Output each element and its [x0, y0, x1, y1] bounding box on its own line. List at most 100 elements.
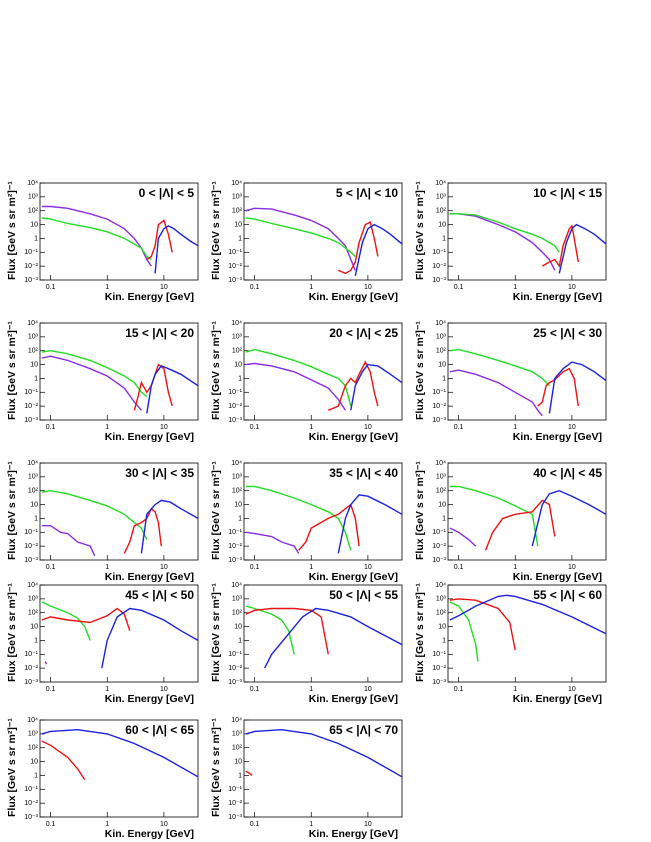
- panel-title: 55 < |Λ| < 60: [533, 588, 602, 602]
- series-line: [245, 217, 356, 258]
- x-tick-label: 10: [160, 424, 168, 431]
- x-tick-label: 10: [160, 564, 168, 571]
- y-tick-label: 1: [442, 375, 446, 382]
- series-line: [245, 485, 352, 551]
- y-tick-label: 10⁻¹: [24, 651, 38, 658]
- plot-frame: [243, 182, 403, 281]
- y-tick-label: 10⁻²: [228, 543, 242, 550]
- y-tick-label: 10⁻³: [24, 277, 38, 284]
- x-tick-label: 0.1: [250, 686, 260, 693]
- y-tick-label: 10²: [436, 610, 447, 617]
- y-tick-label: 10⁻²: [24, 800, 38, 807]
- x-tick-label: 0.1: [250, 424, 260, 431]
- y-tick-label: 10: [30, 361, 38, 368]
- series-line: [337, 494, 403, 554]
- series-line: [541, 224, 579, 268]
- plot-frame: [39, 322, 199, 421]
- series-line: [245, 607, 329, 655]
- y-tick-label: 1: [238, 375, 242, 382]
- y-tick-label: 10³: [28, 731, 39, 738]
- y-axis-label: Flux [GeV s sr m²]⁻¹: [6, 461, 18, 560]
- x-tick-label: 0.1: [46, 564, 56, 571]
- x-tick-label: 0.1: [46, 424, 56, 431]
- y-tick-label: 10⁴: [231, 180, 242, 187]
- series-line: [133, 363, 173, 411]
- x-axis-label: Kin. Energy [GeV]: [105, 291, 194, 303]
- x-tick-label: 1: [309, 686, 313, 693]
- series-line: [41, 489, 148, 540]
- y-tick-label: 10⁻²: [24, 543, 38, 550]
- y-axis-label: Flux [GeV s sr m²]⁻¹: [6, 718, 18, 817]
- x-tick-label: 10: [364, 284, 372, 291]
- y-tick-label: 10⁴: [231, 320, 242, 327]
- series-line: [140, 499, 199, 554]
- y-tick-label: 10⁻²: [24, 665, 38, 672]
- x-axis-label: Kin. Energy [GeV]: [513, 291, 602, 303]
- y-tick-label: 10⁴: [27, 460, 38, 467]
- series-line: [245, 348, 352, 407]
- x-tick-label: 10: [568, 686, 576, 693]
- y-tick-label: 1: [442, 235, 446, 242]
- y-tick-label: 10⁻²: [24, 263, 38, 270]
- series-line: [44, 661, 48, 665]
- x-tick-label: 0.1: [46, 284, 56, 291]
- plot-frame: [447, 322, 607, 421]
- y-tick-label: 1: [238, 637, 242, 644]
- panel-title: 30 < |Λ| < 35: [125, 466, 194, 480]
- y-axis-label: Flux [GeV s sr m²]⁻¹: [6, 583, 18, 682]
- y-tick-label: 1: [34, 515, 38, 522]
- x-tick-label: 1: [105, 686, 109, 693]
- y-tick-label: 1: [34, 772, 38, 779]
- y-tick-label: 10⁻³: [228, 417, 242, 424]
- y-tick-label: 10⁻³: [432, 277, 446, 284]
- y-tick-label: 10³: [28, 474, 39, 481]
- series-line: [245, 728, 403, 778]
- y-tick-label: 10²: [436, 208, 447, 215]
- x-tick-label: 10: [364, 686, 372, 693]
- series-line: [354, 223, 403, 276]
- series-line: [41, 217, 152, 261]
- y-tick-label: 10⁴: [231, 460, 242, 467]
- series-line: [146, 365, 199, 414]
- x-axis-label: Kin. Energy [GeV]: [105, 828, 194, 840]
- y-axis-label: Flux [GeV s sr m²]⁻¹: [210, 583, 222, 682]
- x-axis-label: Kin. Energy [GeV]: [309, 571, 398, 583]
- x-tick-label: 1: [513, 686, 517, 693]
- y-tick-label: 10⁻¹: [228, 249, 242, 256]
- plot-frame: [447, 182, 607, 281]
- x-axis-label: Kin. Energy [GeV]: [105, 693, 194, 705]
- plot-frame: [39, 719, 199, 818]
- y-tick-label: 10⁻²: [432, 665, 446, 672]
- y-tick-label: 1: [238, 515, 242, 522]
- x-tick-label: 10: [568, 284, 576, 291]
- y-tick-label: 10⁻²: [432, 403, 446, 410]
- x-tick-label: 1: [105, 424, 109, 431]
- x-tick-label: 10: [364, 821, 372, 828]
- x-tick-label: 0.1: [46, 821, 56, 828]
- x-tick-label: 1: [309, 424, 313, 431]
- y-tick-label: 10⁻²: [24, 403, 38, 410]
- panel-title: 5 < |Λ| < 10: [336, 186, 398, 200]
- y-tick-label: 10⁻³: [228, 814, 242, 821]
- y-tick-label: 10⁴: [435, 582, 446, 589]
- series-line: [245, 362, 346, 411]
- plot-frame: [243, 322, 403, 421]
- y-tick-label: 10⁻²: [432, 543, 446, 550]
- plot-frame: [39, 584, 199, 683]
- x-tick-label: 0.1: [454, 564, 464, 571]
- series-line: [449, 213, 560, 253]
- series-line: [449, 601, 479, 662]
- y-tick-label: 10²: [28, 348, 39, 355]
- y-tick-label: 1: [238, 235, 242, 242]
- y-tick-label: 10⁻³: [432, 557, 446, 564]
- series-line: [101, 607, 199, 669]
- y-tick-label: 10⁻¹: [24, 786, 38, 793]
- y-tick-label: 10⁻¹: [432, 651, 446, 658]
- y-tick-label: 10³: [232, 194, 243, 201]
- y-tick-label: 10: [234, 758, 242, 765]
- x-axis-label: Kin. Energy [GeV]: [309, 828, 398, 840]
- panel-title: 65 < |Λ| < 70: [329, 723, 398, 737]
- y-tick-label: 10³: [232, 334, 243, 341]
- y-tick-label: 10: [30, 758, 38, 765]
